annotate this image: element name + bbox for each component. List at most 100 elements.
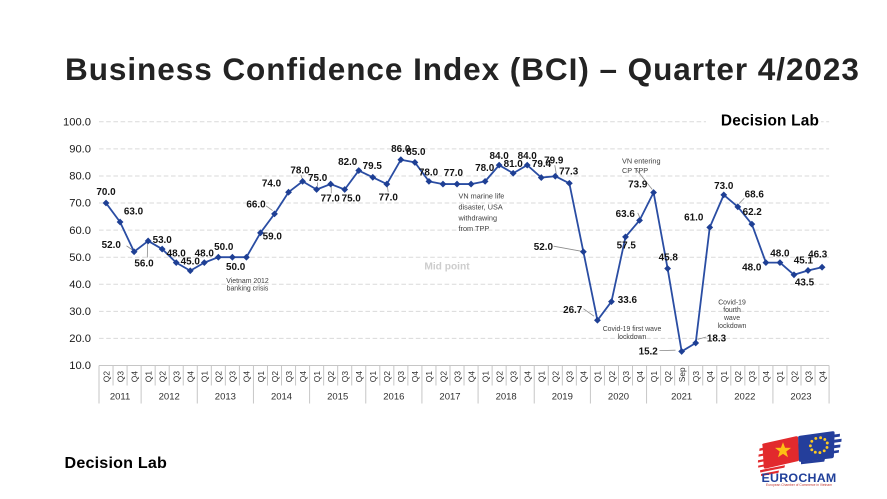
svg-text:15.2: 15.2 [639, 347, 659, 358]
svg-text:18.3: 18.3 [707, 334, 727, 345]
svg-text:2013: 2013 [215, 392, 236, 403]
svg-text:77.0: 77.0 [444, 168, 464, 179]
svg-text:45.0: 45.0 [181, 257, 201, 268]
svg-text:Q2: Q2 [326, 371, 336, 383]
svg-text:57.5: 57.5 [617, 240, 637, 251]
svg-text:from TPP: from TPP [459, 224, 490, 233]
svg-text:20.0: 20.0 [69, 333, 91, 345]
svg-text:2011: 2011 [110, 392, 130, 403]
svg-text:Covid-19: Covid-19 [718, 299, 746, 306]
svg-text:Q4: Q4 [186, 371, 196, 383]
svg-text:85.0: 85.0 [406, 147, 426, 158]
svg-text:74.0: 74.0 [262, 179, 282, 190]
svg-text:2016: 2016 [383, 392, 404, 403]
svg-text:Q3: Q3 [340, 371, 350, 383]
svg-text:banking crisis: banking crisis [227, 285, 269, 292]
svg-text:Q3: Q3 [452, 371, 462, 383]
svg-text:33.6: 33.6 [618, 295, 638, 306]
svg-text:Q1: Q1 [719, 371, 729, 383]
svg-text:Q3: Q3 [803, 371, 813, 383]
svg-text:Q1: Q1 [312, 371, 322, 383]
svg-text:Vietnam 2012: Vietnam 2012 [226, 278, 269, 285]
svg-text:Q4: Q4 [579, 371, 589, 383]
svg-text:Q4: Q4 [705, 371, 715, 383]
svg-text:withdrawing: withdrawing [458, 213, 498, 222]
svg-text:2015: 2015 [327, 392, 348, 403]
svg-text:Q4: Q4 [242, 371, 252, 383]
svg-text:48.0: 48.0 [195, 249, 215, 260]
svg-text:52.0: 52.0 [102, 240, 122, 251]
svg-text:26.7: 26.7 [563, 305, 583, 316]
svg-text:86.0: 86.0 [391, 144, 411, 155]
svg-text:Q3: Q3 [396, 371, 406, 383]
svg-text:VN marine life: VN marine life [459, 192, 505, 201]
svg-text:2014: 2014 [271, 392, 292, 403]
svg-text:Q4: Q4 [410, 371, 420, 383]
svg-text:61.0: 61.0 [684, 213, 704, 224]
svg-text:Q4: Q4 [761, 371, 771, 383]
svg-text:Q2: Q2 [789, 371, 799, 383]
svg-text:Q4: Q4 [635, 371, 645, 383]
svg-text:77.0: 77.0 [321, 193, 341, 204]
svg-text:Q1: Q1 [200, 371, 210, 383]
svg-text:82.0: 82.0 [338, 157, 358, 168]
svg-text:75.0: 75.0 [342, 193, 362, 204]
svg-text:Q3: Q3 [284, 371, 294, 383]
svg-text:79.5: 79.5 [363, 161, 383, 172]
svg-text:Q2: Q2 [733, 371, 743, 383]
svg-text:2012: 2012 [159, 392, 180, 403]
svg-text:79.4: 79.4 [532, 159, 552, 170]
svg-text:Q2: Q2 [438, 371, 448, 383]
svg-text:73.0: 73.0 [714, 181, 734, 192]
svg-text:10.0: 10.0 [69, 360, 91, 372]
svg-text:62.2: 62.2 [743, 207, 763, 218]
svg-text:Q1: Q1 [480, 371, 490, 383]
svg-text:45.8: 45.8 [659, 252, 679, 263]
svg-text:European Chamber of Commerce i: European Chamber of Commerce in Vietnam [766, 483, 832, 487]
svg-text:Q3: Q3 [691, 371, 701, 383]
svg-text:53.0: 53.0 [153, 235, 173, 246]
svg-text:Q3: Q3 [172, 371, 182, 383]
svg-text:100.0: 100.0 [63, 117, 91, 129]
svg-text:Q4: Q4 [298, 371, 308, 383]
svg-text:Q1: Q1 [775, 371, 785, 383]
svg-text:Q2: Q2 [551, 371, 561, 383]
svg-text:79.9: 79.9 [544, 156, 564, 167]
svg-text:56.0: 56.0 [134, 259, 154, 270]
svg-text:disaster, USA: disaster, USA [459, 202, 503, 211]
svg-text:Q1: Q1 [537, 371, 547, 383]
svg-text:48.0: 48.0 [742, 263, 762, 274]
svg-text:43.5: 43.5 [795, 278, 815, 289]
svg-text:Q3: Q3 [621, 371, 631, 383]
svg-text:Mid point: Mid point [424, 262, 470, 273]
svg-text:73.9: 73.9 [628, 179, 648, 190]
svg-text:70.0: 70.0 [69, 198, 91, 210]
svg-text:2018: 2018 [496, 392, 517, 403]
svg-text:50.0: 50.0 [226, 262, 246, 273]
svg-text:30.0: 30.0 [69, 306, 91, 318]
svg-text:Q1: Q1 [424, 371, 434, 383]
svg-text:wave: wave [723, 315, 740, 322]
svg-text:Q1: Q1 [256, 371, 266, 383]
svg-text:2020: 2020 [608, 392, 629, 403]
svg-text:78.0: 78.0 [475, 163, 495, 174]
svg-text:81.0: 81.0 [504, 159, 524, 170]
svg-text:80.0: 80.0 [69, 171, 91, 183]
svg-text:Q4: Q4 [129, 371, 139, 383]
svg-text:Q1: Q1 [143, 371, 153, 383]
svg-text:50.0: 50.0 [214, 242, 234, 253]
svg-text:Q1: Q1 [593, 371, 603, 383]
svg-text:Q2: Q2 [270, 371, 280, 383]
svg-text:46.3: 46.3 [808, 250, 828, 261]
svg-text:50.0: 50.0 [69, 252, 91, 264]
svg-text:52.0: 52.0 [534, 242, 554, 253]
svg-text:78.0: 78.0 [290, 165, 310, 176]
svg-text:fourth: fourth [723, 307, 741, 314]
svg-text:Q2: Q2 [663, 371, 673, 383]
svg-text:Decision Lab: Decision Lab [721, 112, 819, 129]
svg-text:70.0: 70.0 [96, 187, 116, 198]
svg-text:Q2: Q2 [382, 371, 392, 383]
svg-text:63.6: 63.6 [616, 209, 636, 220]
svg-text:48.0: 48.0 [770, 249, 790, 260]
svg-text:Q3: Q3 [747, 371, 757, 383]
